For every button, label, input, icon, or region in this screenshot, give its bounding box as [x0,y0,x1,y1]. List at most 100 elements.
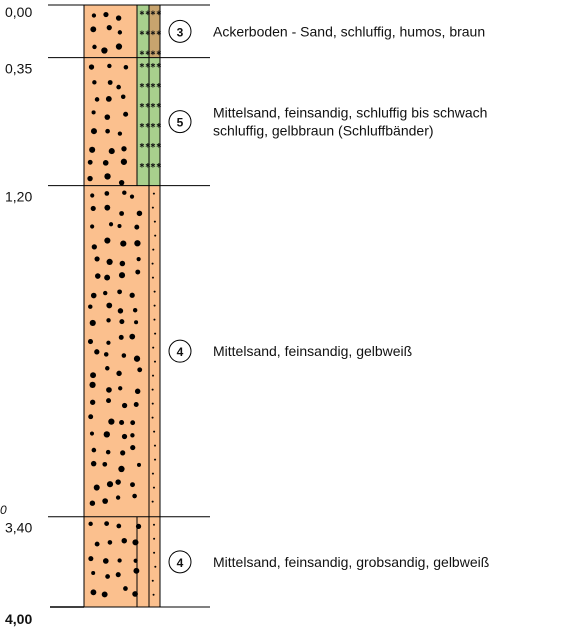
silt-fill [149,5,160,58]
layer-description: Mittelsand, feinsandig, schluffig bis sc… [213,105,487,121]
sand-dot [105,128,110,134]
sand-dot [107,540,113,545]
sand-dot [134,320,139,325]
sand-dot [106,25,112,31]
fine-dot [152,248,155,251]
fine-dot [151,276,154,279]
silt-symbol: ∗∗ [150,123,162,130]
fine-dot [152,523,155,526]
sand-dot [119,319,125,325]
sand-dot [132,308,138,313]
sand-dot [120,450,126,456]
silt-symbol: ∗∗ [150,10,162,17]
sand-dot [107,80,113,85]
sand-dot [94,349,100,355]
sand-dot [117,308,124,314]
layer-description: Ackerboden - Sand, schluffig, humos, bra… [213,23,485,39]
sand-dot [132,591,138,597]
fine-dot [151,388,154,391]
sand-dot [91,447,97,453]
sand-dot [120,240,127,247]
sand-dot [132,493,137,499]
silt-symbol: ∗∗ [150,83,162,90]
silt-symbol: ∗∗ [139,50,151,57]
sand-dot [119,419,125,426]
fine-dot [154,234,157,237]
sand-dot [136,462,141,467]
sand-dot [129,194,135,199]
sand-dot [94,541,100,547]
sand-dot [88,414,94,420]
sand-dot [108,222,114,227]
sand-dot [133,567,140,574]
silt-symbol: ∗∗ [139,103,151,110]
sand-dot [106,481,114,488]
sand-dot [88,304,93,309]
fine-dot [153,444,156,447]
sand-dot [104,204,111,211]
sand-dot [117,30,123,35]
fine-dot [152,192,155,195]
sand-dot [121,402,128,409]
layer-number: 4 [177,556,184,570]
sand-dot [89,431,95,436]
sand-dot [106,387,112,393]
sand-dot [92,80,97,85]
sand-dot [102,498,108,504]
sand-dot [120,158,128,165]
sand-dot [103,431,110,438]
depth-label: 0,35 [5,61,32,77]
silt-symbol: ∗∗ [150,63,162,70]
sand-dot [94,97,100,102]
fine-dot [153,430,156,433]
sand-dot [118,465,125,473]
sand-dot [129,333,136,340]
fine-dot [151,402,154,405]
sand-dot [91,110,96,115]
sand-dot [106,258,113,265]
sand-dot [87,175,93,182]
sand-dot [123,111,129,117]
sand-dot [134,240,141,247]
sand-dot [108,418,115,425]
silt-fill [137,57,149,186]
sand-dot [102,461,108,467]
sand-dot [136,210,143,217]
sand-dot [105,366,110,371]
sand-dot [91,13,97,18]
sand-dot [90,128,97,135]
silt-fill [137,5,149,58]
sand-dot [104,173,111,180]
sand-dot [106,318,111,323]
sand-dot [89,381,96,388]
sand-dot [117,131,123,136]
sand-dot [105,574,110,579]
fine-dot [151,579,154,582]
sand-dot [90,589,97,596]
depth-label: 3,40 [5,520,32,536]
sand-dot [87,159,93,165]
sand-dot [117,289,122,295]
sand-dot [90,26,97,33]
sand-dot [116,523,122,529]
silt-symbol: ∗∗ [139,10,151,17]
sand-dot [133,355,141,362]
sand-dot [106,302,113,309]
silt-symbol: ∗∗ [150,50,162,57]
fine-dot [153,551,156,554]
sand-dot [133,402,139,407]
sand-dot [90,372,97,379]
sand-dot [90,224,95,229]
silt-symbol: ∗∗ [139,163,151,170]
sand-dot [90,292,97,299]
silt-symbol: ∗∗ [139,143,151,150]
fine-dot [152,486,155,489]
layer-description: Mittelsand, feinsandig, grobsandig, gelb… [213,554,489,570]
fine-dot [153,290,156,293]
sand-dot [104,191,110,196]
sand-dot [93,484,100,491]
sand-dot [136,257,141,262]
depth-label: 1,20 [5,189,32,205]
sand-dot [94,256,100,262]
sand-dot [116,84,121,90]
